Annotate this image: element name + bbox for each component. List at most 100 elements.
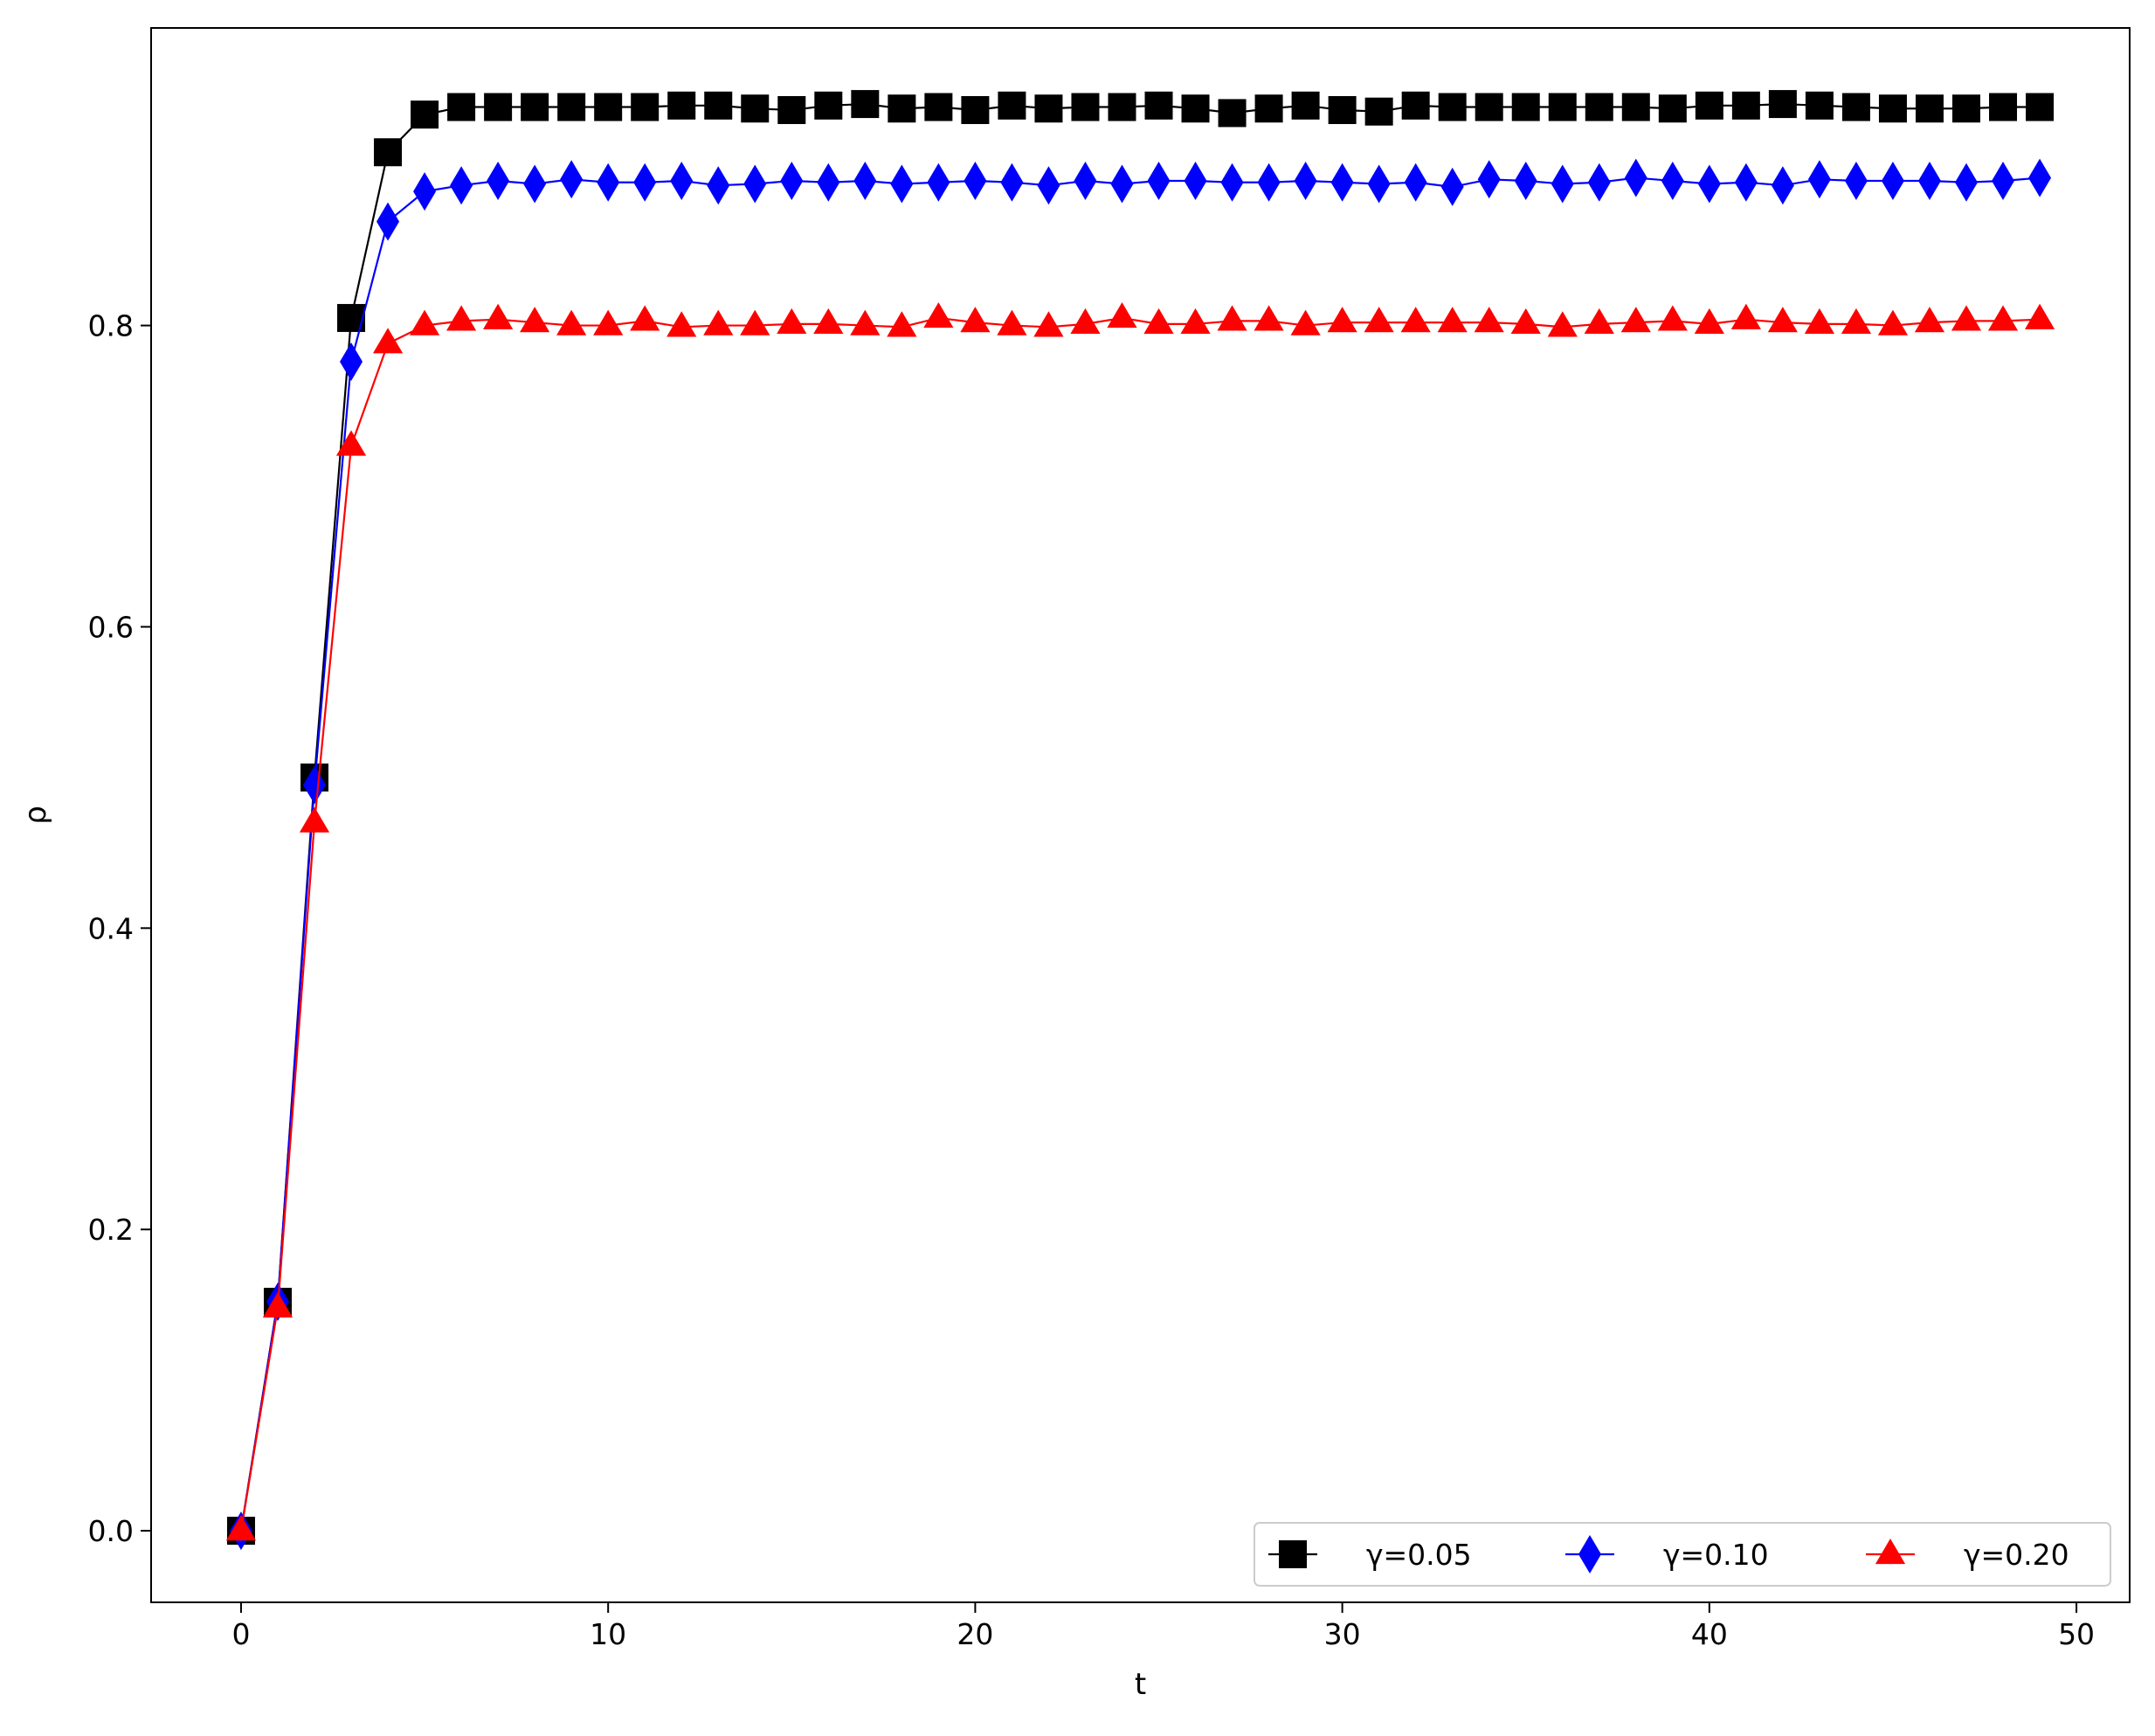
x-tick-label: 50 xyxy=(2058,1617,2095,1651)
data-point xyxy=(225,1515,257,1541)
data-point xyxy=(817,163,840,202)
data-point xyxy=(1475,93,1503,121)
data-point xyxy=(997,309,1027,335)
data-point xyxy=(1217,305,1247,331)
y-tick-label: 0.6 xyxy=(88,610,134,644)
x-axis-label: t xyxy=(1135,1667,1146,1702)
data-point xyxy=(411,100,439,129)
data-point xyxy=(487,162,510,201)
data-point xyxy=(740,309,770,335)
data-point xyxy=(1257,163,1281,202)
legend-marker xyxy=(1875,1539,1906,1565)
x-tick-label: 40 xyxy=(1691,1617,1728,1651)
legend-marker xyxy=(1578,1535,1601,1573)
data-point xyxy=(1364,97,1393,126)
data-point xyxy=(521,93,549,121)
data-point xyxy=(1474,307,1504,333)
data-point xyxy=(1294,162,1317,201)
data-point xyxy=(1400,307,1431,333)
data-point xyxy=(630,305,660,331)
data-point xyxy=(1881,162,1904,201)
data-point xyxy=(890,164,914,204)
data-point xyxy=(1805,91,1834,120)
data-point xyxy=(633,163,657,202)
data-point xyxy=(372,328,404,354)
data-point xyxy=(1074,162,1097,201)
data-point xyxy=(1987,305,2019,331)
data-point xyxy=(1992,162,2015,201)
legend-entry: γ=0.05 xyxy=(1268,1538,1472,1572)
data-point xyxy=(1437,307,1468,333)
data-point xyxy=(597,163,620,202)
data-point xyxy=(631,93,660,121)
data-point xyxy=(741,94,770,123)
data-point xyxy=(1878,94,1907,123)
data-point xyxy=(743,164,767,204)
x-tick-label: 0 xyxy=(231,1617,250,1651)
data-point xyxy=(299,806,330,833)
data-point xyxy=(1330,163,1354,202)
y-tick-label: 0.2 xyxy=(88,1213,134,1247)
data-point xyxy=(1034,94,1063,123)
data-point xyxy=(1841,308,1872,335)
data-point xyxy=(704,91,733,120)
data-point xyxy=(262,1291,294,1318)
y-axis-label: ρ xyxy=(18,806,53,825)
data-point xyxy=(2028,158,2052,197)
legend: γ=0.05 γ=0.10 γ=0.20 xyxy=(1254,1522,2111,1587)
data-point xyxy=(1180,308,1211,335)
data-point xyxy=(1915,94,1944,123)
y-tick-label: 0.8 xyxy=(88,309,134,343)
data-point xyxy=(998,91,1026,120)
data-point xyxy=(1620,307,1651,333)
data-point xyxy=(520,307,550,333)
series-square xyxy=(226,90,2055,1546)
data-point xyxy=(374,138,403,167)
data-point xyxy=(409,309,440,335)
data-point xyxy=(923,301,954,329)
data-point xyxy=(1477,160,1501,199)
data-point xyxy=(1404,163,1427,202)
data-point xyxy=(1514,162,1537,201)
y-tick-label: 0.4 xyxy=(88,911,134,945)
data-point xyxy=(1697,164,1721,204)
y-axis: 0.0 0.2 0.4 0.6 0.8 xyxy=(88,309,151,1548)
data-point xyxy=(1841,93,1870,121)
data-point xyxy=(413,172,437,211)
data-point xyxy=(1955,163,1979,202)
data-point xyxy=(2026,93,2055,121)
data-point xyxy=(446,305,477,331)
data-point xyxy=(851,90,880,119)
data-point xyxy=(1914,307,1945,333)
data-point xyxy=(594,93,623,121)
data-point xyxy=(335,430,367,456)
data-point xyxy=(1000,163,1024,202)
data-point xyxy=(1037,166,1060,205)
data-point xyxy=(376,202,400,241)
axes-frame xyxy=(150,27,2131,1603)
data-point xyxy=(1364,307,1394,333)
data-point xyxy=(1327,307,1357,333)
data-point xyxy=(1658,94,1687,123)
data-point xyxy=(1218,99,1247,128)
data-point xyxy=(1147,162,1171,201)
data-point xyxy=(483,303,514,329)
data-point xyxy=(1951,305,1982,331)
data-point xyxy=(1254,305,1284,331)
data-point xyxy=(1110,164,1134,204)
data-point xyxy=(1184,162,1207,201)
data-point xyxy=(1585,93,1613,121)
data-point xyxy=(1734,163,1758,202)
data-point xyxy=(557,93,586,121)
x-tick-label: 10 xyxy=(590,1617,626,1651)
data-point xyxy=(1290,309,1321,335)
data-point xyxy=(960,307,991,333)
data-point xyxy=(887,311,917,337)
legend-box xyxy=(1254,1522,2111,1587)
series-triangle xyxy=(225,301,2055,1541)
data-point xyxy=(1511,93,1540,121)
data-point xyxy=(1440,167,1464,206)
data-point xyxy=(1731,91,1760,120)
x-axis: 0 10 20 30 40 50 xyxy=(231,1602,2095,1651)
data-point xyxy=(667,311,697,337)
